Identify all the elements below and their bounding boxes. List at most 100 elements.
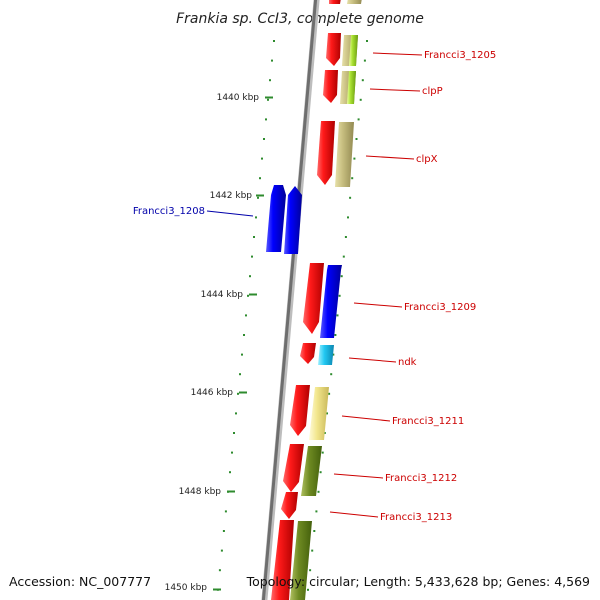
gene-block[interactable] — [335, 122, 354, 187]
gene-francci3-1205[interactable]: Francci3_1205 — [326, 33, 496, 66]
gene-label[interactable]: clpX — [416, 154, 438, 165]
tick-dot — [334, 334, 337, 336]
gene-label[interactable]: Francci3_1205 — [424, 50, 496, 61]
kbp-tick-label: 1440 kbp — [217, 93, 260, 103]
tick-dot — [321, 451, 324, 454]
gene-clpp[interactable]: clpP — [323, 70, 443, 104]
gene-arrow-forward[interactable] — [281, 492, 298, 519]
tick-dot — [344, 236, 347, 238]
tick-dot — [233, 432, 235, 434]
tick-dot — [239, 373, 241, 376]
gene-arrow-reverse[interactable] — [266, 185, 286, 252]
gene-block[interactable] — [301, 446, 322, 496]
tick-dot — [363, 59, 366, 62]
gene-arrow-forward[interactable] — [300, 343, 316, 364]
label-leader-line — [333, 473, 384, 479]
tick-dot — [253, 236, 255, 238]
tick-dot — [241, 353, 243, 356]
gene-block-partial-top[interactable] — [347, 0, 362, 4]
label-leader-line — [341, 415, 391, 422]
gene-arrow-forward[interactable] — [290, 385, 310, 436]
gene-label[interactable]: ndk — [398, 357, 417, 368]
gene-francci3-1212[interactable]: Francci3_1212 — [283, 444, 457, 496]
tick-dot — [271, 59, 273, 62]
gene-clpx[interactable]: clpX — [317, 121, 438, 187]
accession-text: Accession: NC_007777 — [9, 574, 152, 589]
tick-dot — [313, 530, 316, 532]
tick-dot — [249, 275, 251, 278]
tick-dot — [351, 177, 354, 180]
gene-arrow-forward[interactable] — [326, 33, 341, 66]
gene-arrow-forward[interactable] — [303, 263, 324, 334]
label-leader-line — [369, 88, 421, 92]
label-leader-line — [206, 210, 254, 217]
label-leader-line — [353, 302, 403, 308]
gene-arrow-forward[interactable] — [283, 444, 304, 492]
label-leader-line — [372, 52, 423, 56]
gene-block[interactable] — [309, 387, 329, 440]
tick-dot — [315, 510, 318, 513]
gene-francci3-1209[interactable]: Francci3_1209 — [303, 263, 476, 338]
gene-block[interactable] — [349, 35, 358, 66]
kbp-tick-label: 1446 kbp — [191, 388, 234, 398]
gene-francci3-1213[interactable]: Francci3_1213 — [281, 492, 452, 523]
tick-dot — [273, 40, 275, 42]
tick-dot — [307, 588, 309, 591]
tick-dot — [222, 530, 225, 532]
gene-arrow-reverse[interactable] — [320, 265, 342, 338]
tick-dot — [342, 255, 345, 258]
tick-dot — [265, 118, 267, 121]
label-leader-line — [329, 511, 379, 518]
tick-dot — [309, 569, 312, 572]
gene-arrow-forward[interactable] — [317, 121, 335, 185]
gene-label[interactable]: Francci3_1213 — [380, 512, 452, 523]
tick-dot — [229, 471, 231, 474]
tick-dot — [218, 569, 221, 572]
gene-label[interactable]: Francci3_1211 — [392, 416, 464, 427]
tick-dot — [319, 471, 322, 474]
tick-dot — [347, 216, 349, 219]
tick-dot — [361, 79, 364, 82]
gene-block-partial-bottom[interactable] — [290, 521, 312, 600]
gene-label[interactable]: clpP — [422, 86, 443, 97]
gene-francci3-1211[interactable]: Francci3_1211 — [290, 385, 464, 440]
label-leader-line — [348, 357, 397, 363]
gene-block[interactable] — [347, 71, 356, 104]
tick-dot — [332, 353, 335, 356]
tick-dot — [255, 216, 257, 219]
gene-label[interactable]: Francci3_1208 — [133, 206, 205, 217]
tick-dot — [247, 294, 249, 297]
tick-dot — [243, 334, 245, 336]
tick-dot — [245, 314, 247, 317]
outer-tick-marks — [216, 40, 275, 591]
gene-francci3-1208[interactable]: Francci3_1208 — [133, 185, 302, 254]
gene-arrow-partial-bottom[interactable] — [271, 520, 294, 600]
tick-dot — [353, 157, 356, 160]
kbp-tick-label: 1448 kbp — [179, 487, 222, 497]
gene-block[interactable] — [318, 345, 334, 365]
gene-label[interactable]: Francci3_1212 — [385, 473, 457, 484]
tick-dot — [359, 98, 362, 101]
tick-dot — [251, 255, 253, 258]
tick-dot — [235, 412, 237, 415]
label-leader-line — [365, 155, 415, 160]
gene-arrow-forward[interactable] — [323, 70, 338, 103]
gene-arrow-reverse[interactable] — [284, 186, 302, 254]
genome-axis — [261, 0, 320, 600]
tick-dot — [263, 138, 265, 140]
topology-text: Topology: circular; Length: 5,433,628 bp… — [246, 574, 590, 589]
tick-dot — [357, 118, 360, 121]
tick-dot — [257, 196, 259, 199]
tick-dot — [269, 79, 271, 82]
tick-dot — [267, 98, 269, 101]
tick-dot — [317, 490, 320, 493]
tick-dot — [261, 157, 263, 160]
gene-arrow-partial-top[interactable] — [329, 0, 341, 4]
tick-dot — [355, 138, 358, 140]
tick-dot — [323, 432, 326, 434]
gene-ndk[interactable]: ndk — [300, 343, 417, 368]
tick-dot — [259, 177, 261, 180]
tick-dot — [326, 412, 328, 415]
tick-dot — [349, 196, 352, 199]
gene-label[interactable]: Francci3_1209 — [404, 302, 476, 313]
